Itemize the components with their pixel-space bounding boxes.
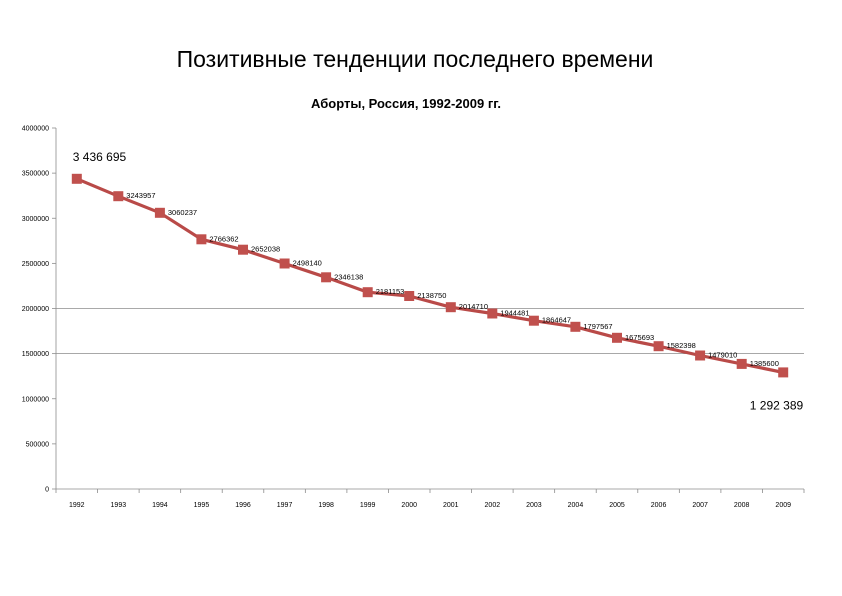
x-tick-label: 2005 xyxy=(609,502,625,509)
x-tick-label: 2001 xyxy=(443,502,459,509)
x-tick-label: 1997 xyxy=(277,502,293,509)
data-point-marker xyxy=(279,258,290,269)
y-tick-label: 1000000 xyxy=(22,396,49,403)
x-tick-label: 1994 xyxy=(152,502,168,509)
data-point-marker xyxy=(528,315,539,326)
data-label: 2346138 xyxy=(334,272,363,281)
data-label: 2014710 xyxy=(459,302,488,311)
data-label: 1864647 xyxy=(542,316,571,325)
x-tick-label: 2003 xyxy=(526,502,542,509)
data-label: 1797567 xyxy=(583,322,612,331)
data-point-marker xyxy=(321,272,332,283)
data-label: 2138750 xyxy=(417,291,446,300)
x-tick-label: 2008 xyxy=(734,502,750,509)
data-point-marker xyxy=(570,321,581,332)
data-point-marker xyxy=(404,291,415,301)
y-tick-label: 3500000 xyxy=(22,171,49,178)
y-tick-label: 500000 xyxy=(26,441,49,448)
x-tick-label: 2009 xyxy=(775,502,791,509)
data-label: 2766362 xyxy=(209,234,238,243)
data-label: 1479010 xyxy=(708,351,737,360)
x-tick-label: 1995 xyxy=(194,502,210,509)
data-point-marker xyxy=(113,191,124,202)
data-point-marker xyxy=(362,287,373,298)
x-tick-label: 2004 xyxy=(568,502,584,509)
data-point-marker xyxy=(653,341,664,352)
x-tick-label: 1996 xyxy=(235,502,251,509)
data-labels: 3243957 3060237 2766362 2652038 2498140 23461… xyxy=(126,191,779,368)
data-point-marker xyxy=(196,234,207,245)
x-tick-label: 1993 xyxy=(111,502,127,509)
x-tick-label: 2007 xyxy=(692,502,708,509)
data-point-marker xyxy=(695,350,706,361)
data-label: 1944481 xyxy=(500,309,529,318)
data-point-marker xyxy=(154,207,165,218)
data-label: 2498140 xyxy=(293,259,322,268)
x-tick-label: 2000 xyxy=(401,502,417,509)
gridlines xyxy=(56,308,804,355)
chart-title: Аборты, Россия, 1992-2009 гг. xyxy=(311,96,501,111)
data-point-marker xyxy=(238,244,248,255)
data-point-marker xyxy=(71,173,82,184)
data-label: 1385600 xyxy=(750,359,779,368)
y-tick-label: 2500000 xyxy=(22,261,49,268)
data-label: 2181153 xyxy=(376,287,405,296)
x-tick-label: 1998 xyxy=(318,502,334,509)
x-tick-label: 2002 xyxy=(485,502,501,509)
data-label: 1675693 xyxy=(625,333,654,342)
data-label: 3060237 xyxy=(168,208,197,217)
data-label: 3243957 xyxy=(126,191,155,200)
first-value-callout: 3 436 695 xyxy=(73,150,127,164)
series-line xyxy=(76,177,784,374)
data-point-marker xyxy=(487,308,498,319)
x-tick-label: 1999 xyxy=(360,502,376,509)
x-tick-label: 1992 xyxy=(69,502,85,509)
y-tick-label: 3000000 xyxy=(22,216,49,223)
data-point-marker xyxy=(612,332,622,343)
data-label: 1582398 xyxy=(667,341,696,350)
data-point-marker xyxy=(778,367,789,378)
y-tick-label: 2000000 xyxy=(22,306,49,313)
last-value-callout: 1 292 389 xyxy=(750,398,804,412)
y-tick-label: 4000000 xyxy=(22,126,49,133)
y-tick-label: 0 xyxy=(45,487,49,494)
x-tick-label: 2006 xyxy=(651,502,667,509)
series-polyline xyxy=(76,177,784,374)
data-point-marker xyxy=(445,302,456,313)
slide-title: Позитивные тенденции последнего времени xyxy=(176,46,654,72)
data-point-marker xyxy=(736,358,747,369)
y-tick-labels: 0 500000 1000000 1500000 2000000 2500000 30000… xyxy=(22,126,49,494)
series-markers xyxy=(71,173,789,378)
axes xyxy=(52,127,805,493)
y-tick-label: 1500000 xyxy=(22,351,49,358)
data-label: 2652038 xyxy=(251,245,280,254)
x-tick-labels: 1992 1993 1994 1995 1996 1997 1998 1999 2000 2001… xyxy=(69,502,791,509)
